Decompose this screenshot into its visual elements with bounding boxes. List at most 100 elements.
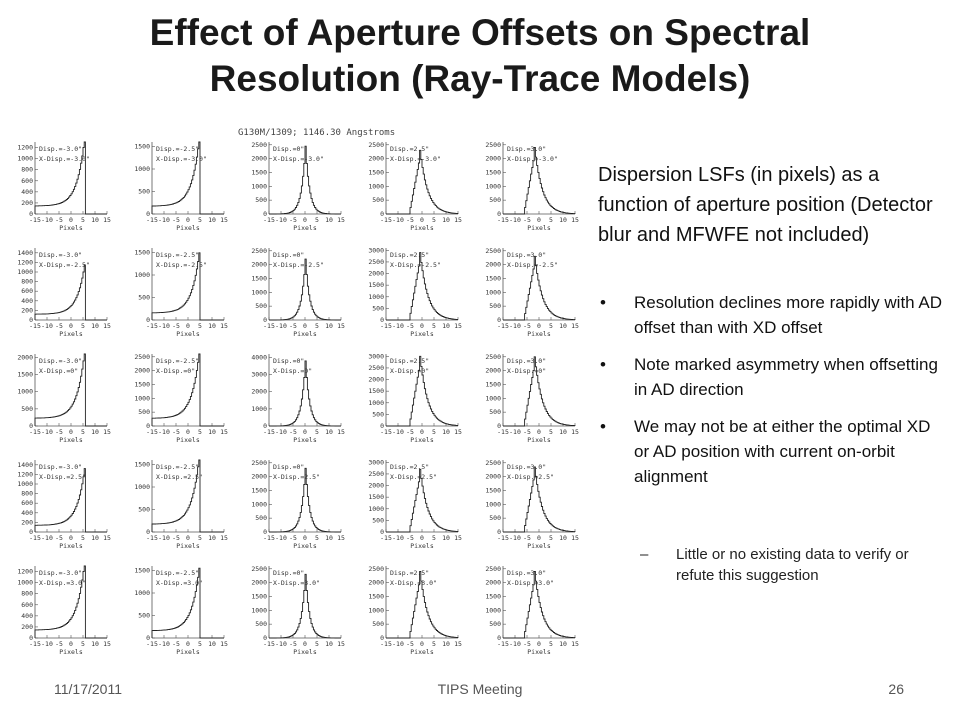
x-tick-label: 10 — [559, 534, 567, 542]
x-tick-label: 15 — [337, 640, 345, 648]
y-tick-label: 1000 — [368, 293, 384, 301]
y-tick-label: 500 — [489, 302, 501, 310]
lsf-histogram-line — [269, 258, 341, 321]
x-tick-label: 15 — [454, 640, 462, 648]
y-tick-label: 2500 — [368, 258, 384, 266]
y-tick-label: 800 — [21, 278, 33, 286]
x-tick-label: 5 — [81, 322, 85, 330]
x-tick-label: 5 — [549, 534, 553, 542]
x-tick-label: 15 — [103, 322, 111, 330]
y-tick-label: 1500 — [251, 592, 267, 600]
x-tick-label: -15 — [380, 640, 392, 648]
x-tick-label: 0 — [420, 640, 424, 648]
x-tick-label: -10 — [509, 428, 521, 436]
x-tick-label: 5 — [549, 428, 553, 436]
y-tick-label: 500 — [489, 408, 501, 416]
x-tick-label: 10 — [442, 534, 450, 542]
x-tick-label: 0 — [186, 322, 190, 330]
x-tick-label: -5 — [523, 428, 531, 436]
y-tick-label: 2500 — [368, 141, 384, 149]
y-tick-label: 0 — [29, 210, 33, 218]
xdisp-label: X-Disp.=0" — [39, 367, 78, 375]
y-tick-label: 1000 — [251, 500, 267, 508]
x-tick-label: 5 — [432, 428, 436, 436]
lsf-histogram-line — [503, 356, 576, 427]
x-axis-label: Pixels — [176, 648, 200, 656]
x-tick-label: 15 — [454, 428, 462, 436]
disp-label: Disp.=-3.0" — [39, 251, 82, 259]
x-tick-label: 10 — [208, 216, 216, 224]
footer-meeting: TIPS Meeting — [437, 681, 523, 697]
x-axis-label: Pixels — [410, 224, 434, 232]
y-tick-label: 2000 — [368, 579, 384, 587]
y-tick-label: 0 — [263, 316, 267, 324]
x-tick-label: 5 — [549, 640, 553, 648]
y-tick-label: 1000 — [368, 505, 384, 513]
figure-caption: G130M/1309; 1146.30 Angstroms — [238, 128, 395, 138]
x-tick-label: -10 — [392, 640, 404, 648]
x-tick-label: 10 — [442, 216, 450, 224]
xdisp-label: X-Disp.=-3.0" — [39, 155, 90, 163]
y-tick-label: 1000 — [485, 500, 501, 508]
y-tick-label: 500 — [372, 410, 384, 418]
x-axis-label: Pixels — [59, 436, 83, 444]
y-tick-label: 1500 — [134, 567, 150, 575]
y-tick-label: 0 — [29, 316, 33, 324]
y-tick-label: 1000 — [251, 182, 267, 190]
x-axis-label: Pixels — [410, 542, 434, 550]
x-tick-label: 5 — [549, 216, 553, 224]
y-tick-label: 1500 — [485, 486, 501, 494]
y-tick-label: 2000 — [485, 367, 501, 375]
y-tick-label: 1500 — [485, 380, 501, 388]
x-axis-label: Pixels — [527, 330, 551, 338]
disp-label: Disp.=2.5" — [390, 145, 429, 153]
y-tick-label: 2000 — [368, 155, 384, 163]
disp-label: Disp.=-3.0" — [39, 463, 82, 471]
y-tick-label: 1000 — [134, 483, 150, 491]
x-tick-label: -15 — [29, 216, 41, 224]
x-tick-label: 0 — [420, 322, 424, 330]
x-tick-label: -10 — [275, 640, 287, 648]
x-axis-label: Pixels — [176, 224, 200, 232]
disp-label: Disp.=-3.0" — [39, 569, 82, 577]
y-tick-label: 0 — [146, 316, 150, 324]
x-tick-label: -15 — [380, 428, 392, 436]
lsf-histogram-line — [503, 571, 576, 639]
y-tick-label: 500 — [489, 514, 501, 522]
x-axis-label: Pixels — [293, 542, 317, 550]
y-tick-label: 0 — [497, 528, 501, 536]
x-tick-label: 15 — [103, 428, 111, 436]
x-tick-label: 5 — [81, 534, 85, 542]
x-tick-label: 15 — [571, 428, 579, 436]
lsf-histogram-line — [269, 360, 341, 427]
x-tick-label: -10 — [392, 216, 404, 224]
y-tick-label: 0 — [263, 528, 267, 536]
y-tick-label: 0 — [146, 210, 150, 218]
xdisp-label: X-Disp.=-3.0" — [390, 155, 441, 163]
x-tick-label: 15 — [220, 428, 228, 436]
x-tick-label: -5 — [55, 534, 63, 542]
y-tick-label: 2500 — [368, 470, 384, 478]
y-tick-label: 1000 — [17, 155, 33, 163]
y-tick-label: 3000 — [368, 458, 384, 466]
slide-title: Effect of Aperture Offsets on Spectral R… — [149, 12, 811, 99]
x-tick-label: -15 — [497, 534, 509, 542]
y-tick-label: 1500 — [368, 168, 384, 176]
x-tick-label: -15 — [29, 322, 41, 330]
x-tick-label: 15 — [103, 534, 111, 542]
x-tick-label: -10 — [158, 428, 170, 436]
x-tick-label: 5 — [198, 322, 202, 330]
x-tick-label: 10 — [208, 322, 216, 330]
x-tick-label: -15 — [497, 216, 509, 224]
disp-label: Disp.=-2.5" — [156, 251, 199, 259]
x-tick-label: 5 — [315, 322, 319, 330]
x-tick-label: 0 — [420, 534, 424, 542]
y-tick-label: 0 — [497, 316, 501, 324]
disp-label: Disp.=2.5" — [390, 463, 429, 471]
